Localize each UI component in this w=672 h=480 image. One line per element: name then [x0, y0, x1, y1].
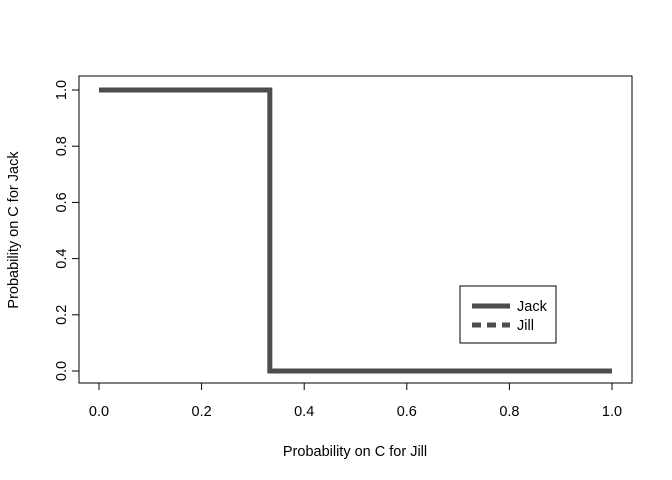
- x-tick-label: 0.8: [499, 404, 519, 420]
- x-axis-label: Probability on C for Jill: [283, 444, 427, 460]
- y-axis: 0.0 0.2 0.4 0.6 0.8 1.0: [54, 80, 80, 381]
- legend-box: [459, 285, 557, 344]
- x-axis: 0.0 0.2 0.4 0.6 0.8 1.0: [89, 382, 622, 420]
- legend-label-jill: Jill: [517, 318, 534, 334]
- y-tick-label: 0.4: [54, 249, 70, 269]
- series-line-jack: [99, 87, 612, 374]
- y-tick-label: 0.6: [54, 192, 70, 212]
- legend-label-jack: Jack: [517, 299, 548, 315]
- y-axis-label: Probability on C for Jack: [6, 151, 22, 309]
- legend: Jack Jill: [459, 285, 557, 344]
- x-tick-label: 0.0: [89, 404, 109, 420]
- x-tick-label: 0.4: [294, 404, 314, 420]
- y-tick-label: 0.0: [54, 361, 70, 381]
- y-tick-label: 0.2: [54, 305, 70, 325]
- x-tick-label: 0.2: [192, 404, 212, 420]
- x-tick-label: 1.0: [602, 404, 622, 420]
- series-layer: [99, 87, 612, 374]
- x-tick-label: 0.6: [397, 404, 417, 420]
- y-tick-label: 0.8: [54, 136, 70, 156]
- y-tick-label: 1.0: [54, 80, 70, 100]
